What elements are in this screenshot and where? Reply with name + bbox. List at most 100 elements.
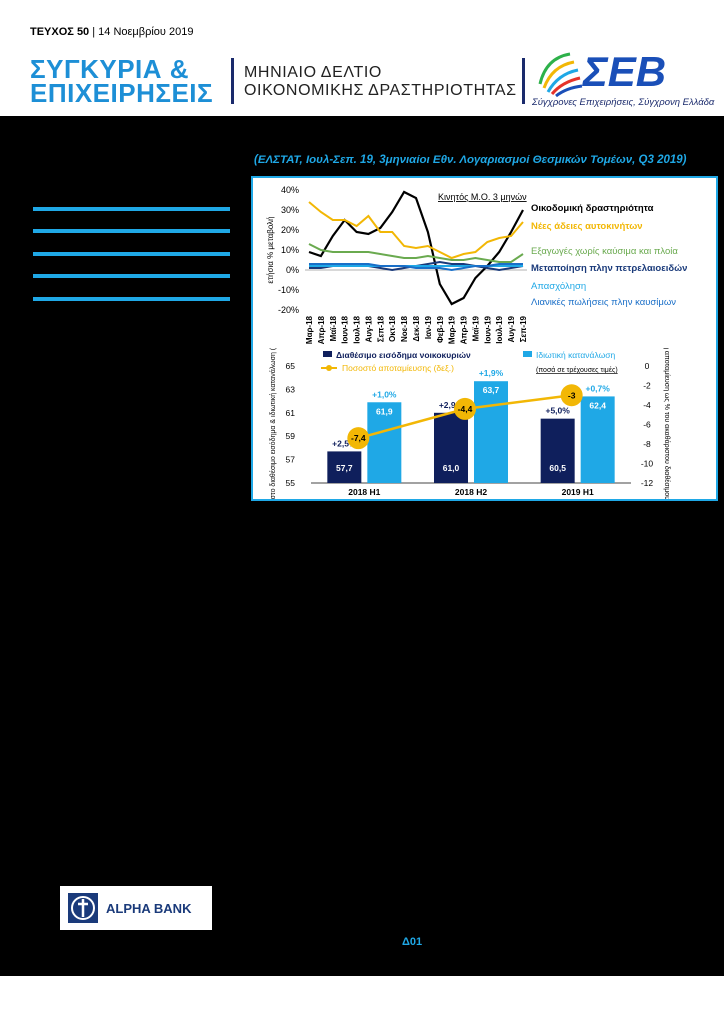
- bar-income: [327, 451, 362, 483]
- saving-rate-point: [560, 384, 583, 407]
- legend-label: Λιανικές πωλήσεις πλην καυσίμων: [531, 297, 676, 308]
- issue-info: ΤΕΥΧΟΣ 50 | 14 Νοεμβρίου 2019: [30, 26, 194, 38]
- growth-label: +1,0%: [372, 389, 397, 399]
- bulletin-title: ΜΗΝΙΑΙΟ ΔΕΛΤΙΟ ΟΙΚΟΝΟΜΙΚΗΣ ΔΡΑΣΤΗΡΙΟΤΗΤΑ…: [244, 64, 517, 100]
- chart-note: (ποσά σε τρέχουσες τιμές): [536, 366, 618, 374]
- growth-label: +5,0%: [545, 406, 570, 416]
- bar-value-label: 60,5: [549, 463, 566, 473]
- legend-swatch: [323, 351, 332, 357]
- y2-tick-label: -10: [641, 459, 654, 469]
- bar-value-label: 62,4: [589, 400, 606, 410]
- chart-annotation: Κινητός Μ.Ο. 3 μηνών: [438, 192, 527, 202]
- sev-logo-icon: [538, 52, 583, 98]
- bar-consumption: [367, 402, 402, 483]
- x-tick-label: 2019 Η1: [562, 487, 594, 497]
- y-tick-label: -10%: [278, 285, 299, 295]
- brand-line-2: ΕΠΙΧΕΙΡΗΣΕΙΣ: [30, 78, 214, 108]
- divider: [522, 58, 525, 104]
- side-rule: [33, 274, 230, 278]
- page-number: Δ01: [402, 936, 423, 948]
- x-tick-label: Δεκ-18: [412, 315, 421, 341]
- y2-tick-label: -6: [643, 420, 651, 430]
- x-tick-label: Μαρ-19: [448, 315, 457, 344]
- y-tick-label: 10%: [281, 245, 299, 255]
- y-axis-label: Ακαθάριστο διαθέσιμο εισόδημα & ιδιωτική…: [269, 348, 277, 499]
- x-tick-label: 2018 Η2: [455, 487, 487, 497]
- chart-panel: 40% 30% 20% 10% 0% -10% -20% ετήσια % μεταβολή Μ…: [251, 176, 718, 501]
- series-line: [308, 243, 524, 263]
- x-tick-label: Ιουλ-18: [353, 315, 362, 343]
- brand-title: ΣΥΓΚΥΡΙΑ & ΕΠΙΧΕΙΡΗΣΕΙΣ: [30, 54, 214, 108]
- x-tick-label: Μαϊ-19: [471, 315, 480, 341]
- side-rule: [33, 252, 230, 256]
- y-axis-label: ετήσια % μεταβολή: [266, 216, 275, 283]
- y-tick-label: 57: [286, 455, 296, 465]
- legend-label: Διαθέσιμο εισόδημα νοικοκυριών: [336, 350, 471, 360]
- saving-rate-point: [347, 427, 370, 450]
- sponsor-name: ALPHA BANK: [106, 901, 192, 916]
- x-tick-label: Μαρ-18: [305, 315, 314, 344]
- y2-tick-label: -4: [643, 400, 651, 410]
- x-tick-label: Φεβ-19: [436, 315, 445, 342]
- saving-rate-label: -3: [568, 390, 576, 400]
- x-tick-label: Οκτ-18: [388, 315, 397, 341]
- y-tick-label: 65: [286, 361, 296, 371]
- bar-value-label: 63,7: [483, 385, 500, 395]
- y2-tick-label: 0: [645, 361, 650, 371]
- source-caption: (ΕΛΣΤΑΤ, Ιουλ-Σεπ. 19, 3μηνιαίοι Εθν. Λο…: [254, 154, 687, 166]
- y2-tick-label: -8: [643, 439, 651, 449]
- legend-swatch: [326, 365, 332, 371]
- x-tick-label: 2018 Η1: [348, 487, 380, 497]
- legend-label: Ιδιωτική κατανάλωση: [536, 350, 615, 360]
- brand-line-1: ΣΥΓΚΥΡΙΑ &: [30, 54, 190, 84]
- x-tick-label: Σεπ-18: [376, 315, 385, 342]
- bar-consumption: [580, 396, 615, 483]
- legend-label: Εξαγωγές χωρίς καύσιμα και πλοία: [531, 246, 678, 257]
- growth-label: +2,5%: [332, 438, 357, 448]
- y-tick-label: 0%: [286, 265, 299, 275]
- y-tick-label: 20%: [281, 225, 299, 235]
- alpha-bank-icon: ALPHA BANK: [68, 893, 192, 923]
- legend-label: Μεταποίηση πλην πετρελαιοειδών: [531, 263, 687, 274]
- x-tick-label: Αυγ-19: [507, 315, 516, 342]
- y2-axis-label: Ακαθάριστη αποταμίευση ως % του ακαθάρισ…: [663, 348, 671, 499]
- sponsor-logo: ALPHA BANK: [60, 886, 212, 930]
- legend-label: Απασχόληση: [531, 281, 586, 292]
- y-tick-label: 55: [286, 478, 296, 488]
- line-chart: 40% 30% 20% 10% 0% -10% -20% ετήσια % μεταβολή Μ…: [266, 185, 687, 344]
- issue-number: ΤΕΥΧΟΣ 50: [30, 26, 90, 38]
- x-tick-label: Ιουλ-19: [495, 315, 504, 343]
- y-tick-label: 59: [286, 431, 296, 441]
- x-tick-label: Αυγ-18: [364, 315, 373, 342]
- x-tick-label: Ιουν-19: [483, 315, 492, 343]
- side-rule: [33, 297, 230, 301]
- legend-label: Ποσοστό αποταμίευσης (δεξ.): [342, 363, 454, 373]
- y2-tick-label: -12: [641, 478, 654, 488]
- bar-value-label: 61,0: [443, 463, 460, 473]
- bar-value-label: 61,9: [376, 406, 393, 416]
- divider: [231, 58, 234, 104]
- bulletin-line-2: ΟΙΚΟΝΟΜΙΚΗΣ ΔΡΑΣΤΗΡΙΟΤΗΤΑΣ: [244, 82, 517, 99]
- y-tick-label: -20%: [278, 305, 299, 315]
- series-line: [309, 263, 523, 272]
- bar-chart: Διαθέσιμο εισόδημα νοικοκυριών Ιδιωτική κ…: [269, 348, 671, 499]
- x-tick-label: Απρ-19: [460, 315, 469, 344]
- y-tick-label: 30%: [281, 205, 299, 215]
- legend-swatch: [523, 351, 532, 357]
- x-tick-label: Μαϊ-18: [329, 315, 338, 341]
- bar-consumption: [474, 381, 508, 483]
- saving-rate-point: [454, 397, 476, 420]
- growth-label: +2,9%: [439, 400, 464, 410]
- growth-label: +0,7%: [585, 383, 610, 393]
- x-tick-label: Ιουν-18: [341, 315, 350, 343]
- legend-label: Νέες άδειες αυτοκινήτων: [531, 221, 643, 232]
- saving-rate-label: -4,4: [458, 404, 473, 414]
- bar-income: [540, 418, 575, 483]
- x-tick-label: Ιαν-19: [424, 315, 433, 339]
- x-tick-label: Νοε-18: [400, 315, 409, 342]
- series-line: [308, 201, 524, 260]
- org-name: ΣΕΒ: [583, 48, 667, 95]
- y-tick-label: 40%: [281, 185, 299, 195]
- y-tick-label: 61: [286, 408, 296, 418]
- issue-date: 14 Νοεμβρίου 2019: [98, 26, 194, 38]
